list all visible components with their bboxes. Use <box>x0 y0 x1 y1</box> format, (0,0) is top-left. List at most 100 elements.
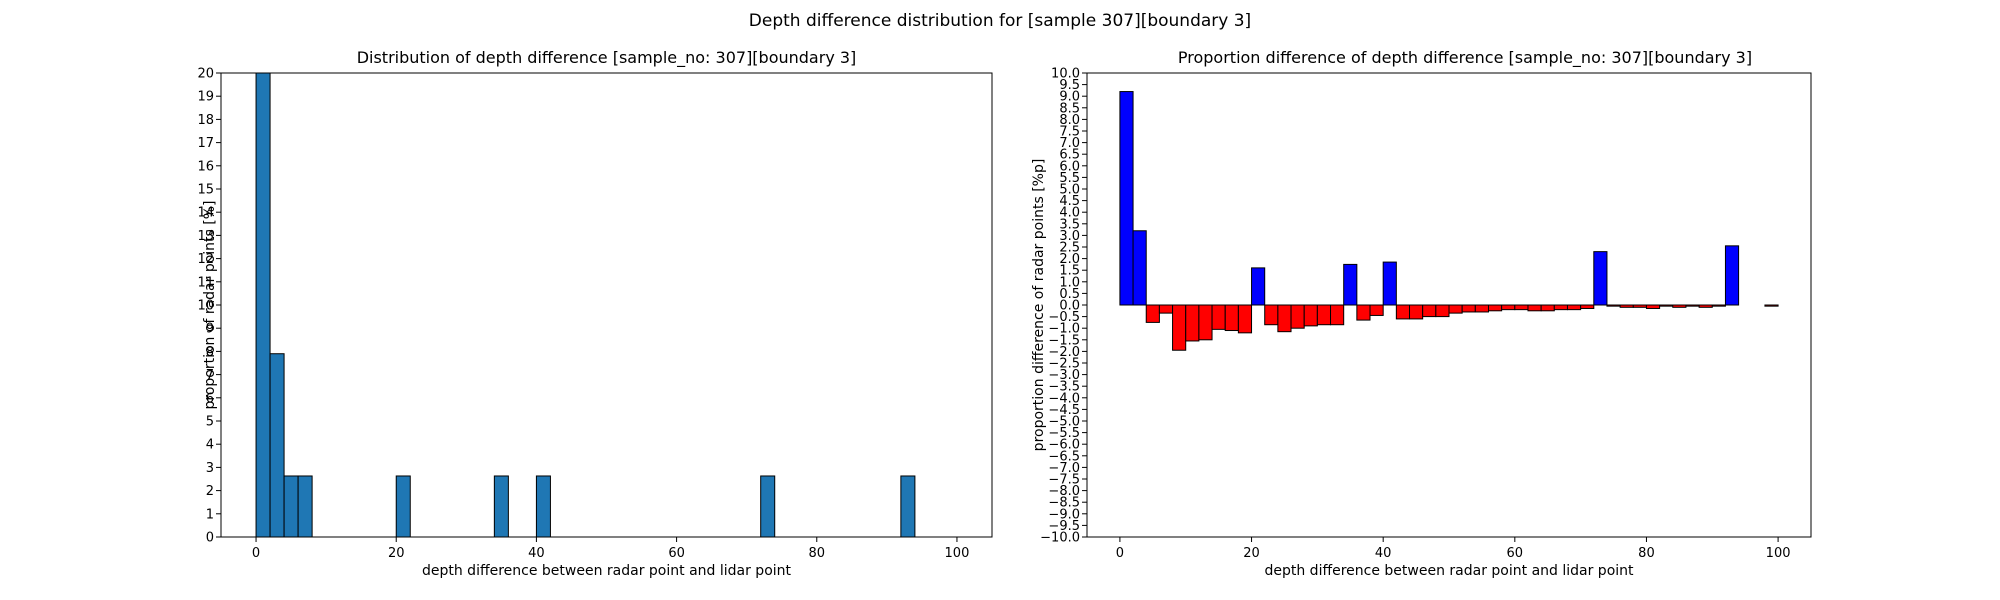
y-tick-label: 10 <box>197 299 214 314</box>
y-tick-label: −4.5 <box>1048 403 1080 418</box>
y-tick-label: 9.5 <box>1059 78 1080 93</box>
x-tick-label: 20 <box>1243 546 1260 561</box>
x-tick-label: 60 <box>1507 546 1524 561</box>
y-tick-label: 7.0 <box>1059 136 1080 151</box>
bar <box>1764 304 1779 307</box>
chart-right-title: Proportion difference of depth differenc… <box>1178 48 1752 68</box>
bar <box>1330 304 1345 326</box>
bar <box>1448 304 1463 314</box>
y-tick-label: −8.0 <box>1048 484 1080 499</box>
y-tick-label: 8.5 <box>1059 101 1080 116</box>
bar <box>1501 304 1516 311</box>
bar <box>1632 304 1647 308</box>
bar <box>1461 304 1476 313</box>
bar <box>1645 304 1661 309</box>
x-tick-label: 40 <box>1375 546 1392 561</box>
y-tick-label: 16 <box>197 159 214 174</box>
bar <box>1132 230 1147 306</box>
bar <box>1356 304 1371 321</box>
chart-left-bars <box>255 72 916 538</box>
bar <box>1659 304 1674 307</box>
bar <box>1237 304 1253 334</box>
bar <box>1382 261 1397 306</box>
chart-left-y-axis-label: proportion of radar points [%] <box>202 200 218 409</box>
bar <box>1527 304 1542 312</box>
bar <box>255 72 271 538</box>
x-tick-label: 0 <box>1116 546 1124 561</box>
y-tick-label: 5.0 <box>1059 183 1080 198</box>
y-tick-label: −4.0 <box>1048 391 1080 406</box>
bar <box>1435 304 1450 318</box>
bar <box>1487 304 1503 312</box>
bar <box>1514 304 1529 311</box>
chart-left: Distribution of depth difference [sample… <box>197 48 993 579</box>
bar <box>1251 267 1266 306</box>
y-tick-label: 20 <box>197 67 214 82</box>
y-tick-label: 1.5 <box>1059 264 1080 279</box>
y-tick-label: 0 <box>206 531 214 546</box>
y-tick-label: 17 <box>197 136 214 151</box>
y-tick-label: −6.5 <box>1048 449 1080 464</box>
bar <box>1198 304 1213 341</box>
y-tick-label: −10.0 <box>1040 531 1080 546</box>
bar <box>1474 304 1489 313</box>
bar <box>1316 304 1332 326</box>
y-tick-label: −7.0 <box>1048 461 1080 476</box>
y-tick-label: −8.5 <box>1048 496 1080 511</box>
y-tick-label: 6 <box>206 391 214 406</box>
y-tick-label: 8 <box>206 345 214 360</box>
y-tick-label: 6.0 <box>1059 159 1080 174</box>
bar <box>1566 304 1582 311</box>
bar <box>1409 304 1424 320</box>
y-tick-label: −5.5 <box>1048 426 1080 441</box>
y-tick-label: 11 <box>197 275 214 290</box>
bar <box>1672 304 1687 308</box>
x-tick-label: 80 <box>808 546 825 561</box>
bar <box>1619 304 1634 308</box>
y-tick-label: 8.0 <box>1059 113 1080 128</box>
x-tick-label: 60 <box>668 546 685 561</box>
y-tick-label: 7.5 <box>1059 125 1080 140</box>
figure-suptitle: Depth difference distribution for [sampl… <box>749 11 1251 31</box>
bar <box>1172 304 1187 351</box>
y-tick-label: 2.0 <box>1059 252 1080 267</box>
chart-right-y-axis-label: proportion difference of radar points [%… <box>1031 159 1047 452</box>
bar <box>1395 304 1411 320</box>
bar <box>760 475 776 538</box>
bar <box>283 475 299 538</box>
y-tick-label: 0.5 <box>1059 287 1080 302</box>
bar <box>1724 245 1740 306</box>
y-tick-label: 5.5 <box>1059 171 1080 186</box>
chart-left-x-axis-label: depth difference between radar point and… <box>422 563 792 579</box>
bar <box>1685 304 1700 307</box>
y-tick-label: 9.0 <box>1059 90 1080 105</box>
y-tick-label: 3.5 <box>1059 217 1080 232</box>
y-tick-label: 7 <box>206 368 214 383</box>
x-tick-label: 100 <box>945 546 970 561</box>
y-tick-label: 19 <box>197 90 214 105</box>
chart-right-y-ticks: −10.0−9.5−9.0−8.5−8.0−7.5−7.0−6.5−6.0−5.… <box>1040 67 1087 546</box>
y-tick-label: 10.0 <box>1051 67 1080 82</box>
y-tick-label: −2.0 <box>1048 345 1080 360</box>
bar <box>1580 304 1595 309</box>
y-tick-label: −9.5 <box>1048 519 1080 534</box>
bar <box>1277 304 1292 333</box>
y-tick-label: −6.0 <box>1048 438 1080 453</box>
y-tick-label: −1.0 <box>1048 322 1080 337</box>
y-tick-label: 1.0 <box>1059 275 1080 290</box>
y-tick-label: 15 <box>197 183 214 198</box>
y-tick-label: 14 <box>197 206 214 221</box>
y-tick-label: 9 <box>206 322 214 337</box>
chart-left-plot-frame <box>220 72 993 538</box>
y-tick-label: −3.0 <box>1048 368 1080 383</box>
bar <box>1264 304 1279 326</box>
y-tick-label: 2.5 <box>1059 241 1080 256</box>
bar <box>1698 304 1713 308</box>
bar <box>900 475 916 538</box>
y-tick-label: 3.0 <box>1059 229 1080 244</box>
y-tick-label: −2.5 <box>1048 357 1080 372</box>
x-tick-label: 80 <box>1638 546 1655 561</box>
y-tick-label: 1 <box>206 507 214 522</box>
bar <box>1185 304 1200 342</box>
